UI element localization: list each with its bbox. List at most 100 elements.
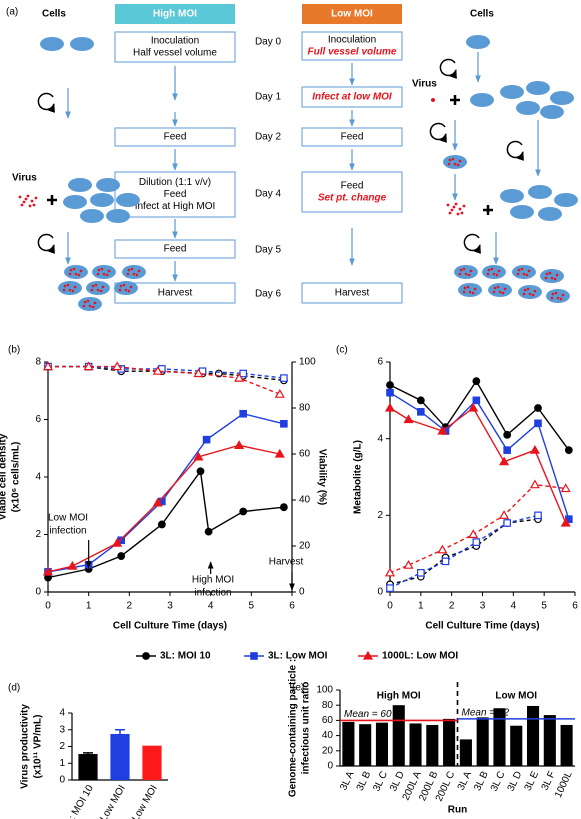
legend-marker [142,652,150,660]
virus-icon [464,272,468,276]
cell-icon [86,281,110,295]
virus-icon [83,300,87,304]
legend-label: 3L: Low MOI [268,651,328,662]
cell-icon [500,85,524,99]
cycle-icon [506,140,524,161]
annotation: Low MOI [48,513,88,524]
virus-icon [119,284,123,288]
virus-icon [471,291,475,295]
tick-label: 6 [572,601,578,612]
cell-icon [63,195,87,209]
error-bar [83,752,93,755]
virus-icon [96,288,100,292]
virus-icon [93,301,97,305]
data-point [202,435,211,444]
cell-icon [122,265,146,279]
virus-icon [503,287,507,291]
tick-label: 0 [327,761,333,772]
virus-icon [520,267,524,271]
plus-icon [47,195,57,205]
step-box [301,282,403,304]
step-text: Inoculation [328,35,376,46]
data-point [42,566,54,576]
day-label: Day 4 [255,189,282,200]
virus-icon [456,212,460,216]
data-point [416,396,425,405]
mean-label: Mean = 62 [462,708,510,719]
virus-icon [551,292,555,296]
virus-icon [135,273,139,277]
step-box [114,127,236,147]
tick-label: 0 [387,601,393,612]
data-point [468,402,479,412]
step-text: Harvest [158,288,193,299]
bar [375,722,389,766]
step-text: Feed [341,181,364,192]
series-line [389,379,570,451]
data-point [534,511,542,520]
virus-icon [448,211,452,215]
virus-icon [516,272,520,276]
virus-icon [86,299,90,303]
annotation: infection [194,588,231,599]
cell-icon [90,193,114,207]
virus-icon [24,197,28,201]
panel-label: (a) [6,7,18,18]
virus-icon [531,293,535,297]
tick-label: 2 [35,529,41,540]
tick-label: 4 [208,601,214,612]
virus-icon [118,288,122,292]
virus-icon [460,211,464,215]
tick-label: 40 [322,730,334,741]
virus-icon [497,269,501,273]
bar [560,724,573,766]
virus-icon [527,269,531,273]
data-point [499,456,510,466]
data-point [280,420,288,428]
cell-icon [518,285,542,299]
data-point [386,381,394,389]
virus-icon [79,269,83,273]
virus-icon [545,272,549,276]
data-point [152,497,163,507]
virus-icon [559,297,563,301]
data-point [529,479,540,489]
step-box [114,31,236,63]
virus-icon [63,284,67,288]
virus-icon [452,205,456,209]
virus-icon [495,273,499,277]
bar [142,745,162,780]
virus-icon [492,290,496,294]
cycle-icon [439,58,457,79]
cell-icon [68,178,92,192]
virus-icon [462,267,466,271]
virus-icon [22,200,26,204]
x-tick-label: 3L A [456,769,474,792]
data-point [280,374,288,382]
data-point [417,569,425,577]
virus-icon [466,285,470,289]
virus-icon [458,159,462,163]
virus-icon [522,292,526,296]
bar [510,725,523,766]
virus-icon [129,285,133,289]
y-axis-label: (x10⁶ cells/mL) [11,442,22,513]
tick-label: 4 [59,708,65,719]
tick-label: 6 [289,601,295,612]
bar [443,718,456,766]
legend-label: 3L: MOI 10 [160,651,211,662]
bar [359,724,372,766]
panel-label: (b) [8,345,20,356]
tick-label: 1 [59,758,65,769]
step-note: Set pt. change [318,193,387,204]
bar [526,705,540,766]
cell-icon [526,81,550,95]
data-point [403,559,414,569]
cell-icon [114,281,138,295]
data-point [239,507,248,516]
bar [426,724,439,766]
virus-icon [548,271,552,275]
bar [459,739,472,766]
cell-icon [40,37,64,51]
data-point [274,448,285,458]
